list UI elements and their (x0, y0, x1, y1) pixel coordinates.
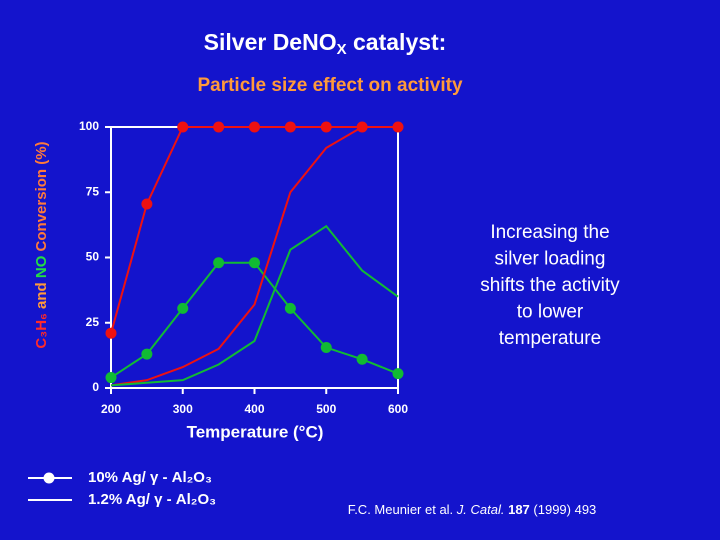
data-point (105, 327, 117, 339)
y-tick-label: 0 (92, 380, 99, 394)
data-point (141, 198, 153, 210)
legend-label: 1.2% Ag/ γ - Al₂O₃ (88, 491, 216, 508)
data-point (177, 121, 189, 133)
annotation-line: Increasing the (490, 222, 609, 243)
chart-subtitle: Particle size effect on activity (197, 75, 462, 96)
title-subscript: X (337, 41, 347, 58)
x-tick-label: 500 (316, 402, 336, 416)
annotation-line: silver loading (495, 249, 606, 270)
citation: F.C. Meunier et al. J. Catal. 187 (1999)… (348, 502, 597, 517)
x-axis-label: Temperature (°C) (187, 422, 324, 441)
y-label-part: and (33, 278, 50, 313)
data-point (320, 121, 332, 133)
legend-marker (43, 472, 55, 484)
data-point (141, 348, 153, 360)
y-label-part: NO (33, 255, 50, 278)
data-point (249, 121, 260, 133)
data-point (177, 302, 189, 314)
y-axis-label: C₃H₆ and NO Conversion (%) (33, 141, 50, 348)
data-point (356, 353, 368, 365)
data-line (110, 126, 398, 387)
x-tick-label: 300 (173, 402, 193, 416)
legend-label: 10% Ag/ γ - Al₂O₃ (88, 469, 212, 486)
citation-part: J. Catal. (456, 502, 505, 517)
citation-part: F.C. Meunier et al. (348, 502, 457, 517)
data-point (213, 121, 225, 133)
citation-part: 187 (504, 502, 529, 517)
data-point (213, 257, 225, 269)
citation-part: (1999) 493 (530, 502, 597, 517)
data-line (110, 224, 399, 387)
title-part: Silver DeNO (204, 29, 337, 55)
data-point (392, 368, 404, 380)
data-point (249, 257, 260, 269)
x-tick-label: 200 (101, 402, 121, 416)
x-tick-label: 400 (244, 402, 264, 416)
chart-title: Silver DeNOX catalyst: (204, 29, 447, 58)
data-point (320, 342, 332, 354)
y-tick-label: 50 (86, 250, 100, 264)
title-part: catalyst: (347, 29, 447, 55)
annotation-line: shifts the activity (480, 275, 620, 296)
y-tick-label: 75 (86, 184, 100, 198)
y-label-part: C₃H₆ (33, 313, 50, 348)
annotation-line: to lower (517, 302, 584, 323)
data-point (284, 302, 296, 314)
data-point (284, 121, 296, 133)
y-tick-label: 100 (79, 119, 99, 133)
annotation-line: temperature (499, 328, 601, 349)
y-tick-label: 25 (86, 315, 100, 329)
y-label-part: Conversion (%) (33, 141, 50, 255)
x-tick-label: 600 (388, 402, 408, 416)
data-point (105, 372, 117, 384)
